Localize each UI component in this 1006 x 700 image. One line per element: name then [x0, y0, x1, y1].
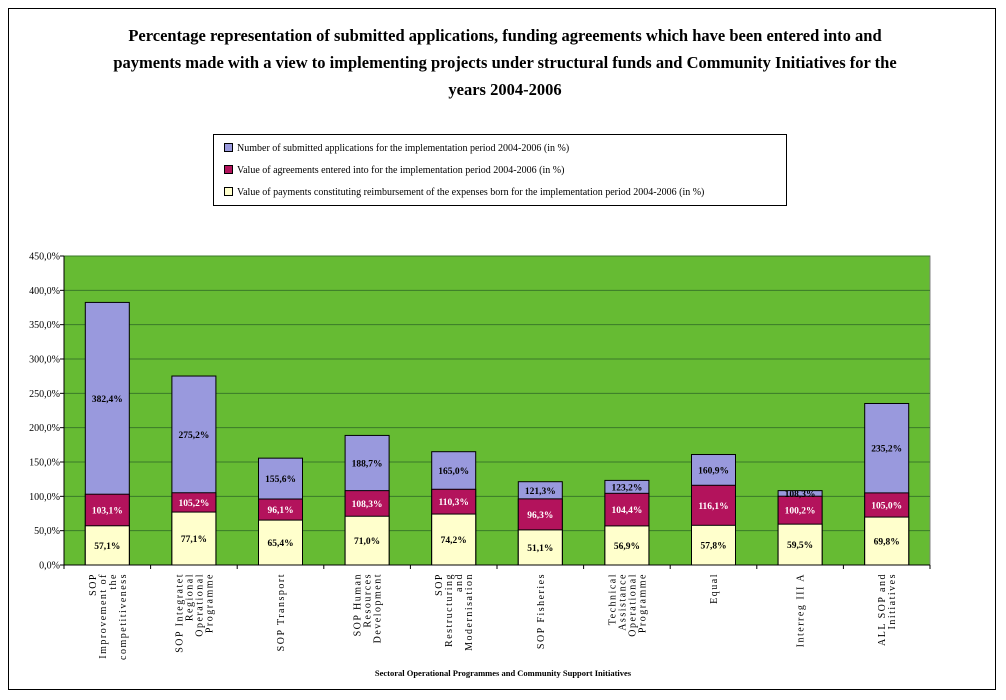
x-tick-label: Programme — [204, 573, 215, 633]
x-tick-label: Technical — [607, 573, 618, 625]
data-label-applications: 108,3% — [785, 490, 816, 500]
bar-payments — [691, 524, 736, 566]
y-tick-label: 150,0% — [29, 458, 60, 469]
data-label-agreements: 108,3% — [352, 500, 383, 510]
y-tick-label: 50,0% — [34, 526, 60, 537]
x-tick-label: Initiatives — [887, 573, 898, 630]
x-tick-label: SOP Transport — [276, 573, 287, 651]
x-tick-label: Resources — [363, 573, 374, 628]
data-label-agreements: 96,3% — [527, 511, 553, 521]
bar-payments — [777, 523, 823, 566]
x-tick-label: Restructuring — [444, 573, 455, 647]
data-label-applications: 123,2% — [611, 483, 642, 493]
bar-payments — [517, 529, 563, 566]
x-tick-label: SOP — [434, 573, 445, 596]
data-label-applications: 382,4% — [92, 395, 123, 405]
data-label-applications: 121,3% — [525, 487, 556, 497]
data-label-payments: 71,0% — [354, 537, 380, 547]
data-label-agreements: 105,2% — [178, 499, 209, 509]
y-tick-label: 450,0% — [29, 252, 60, 263]
y-tick-label: 350,0% — [29, 320, 60, 331]
legend-swatch-payments — [224, 187, 233, 197]
y-tick-label: 200,0% — [29, 423, 60, 434]
data-label-payments: 59,5% — [787, 541, 813, 551]
legend-entry-agreements: Value of agreements entered into for the… — [224, 164, 564, 178]
legend-swatch-applications — [224, 143, 233, 153]
x-tick-label: SOP — [88, 573, 99, 596]
data-label-payments: 57,8% — [700, 542, 726, 552]
x-tick-label: SOP Fisheries — [536, 573, 547, 649]
legend-entry-applications: Number of submitted applications for the… — [224, 142, 569, 156]
chart-legend: Number of submitted applications for the… — [213, 134, 787, 206]
data-label-agreements: 104,4% — [611, 506, 642, 516]
data-label-payments: 51,1% — [527, 544, 553, 554]
x-tick-label: and — [454, 573, 465, 592]
legend-label-agreements: Value of agreements entered into for the… — [237, 165, 565, 176]
chart-title: Percentage representation of submitted a… — [100, 22, 910, 103]
data-label-payments: 56,9% — [614, 542, 640, 552]
x-tick-label: Operational — [194, 573, 205, 637]
data-label-applications: 160,9% — [698, 466, 729, 476]
legend-swatch-agreements — [224, 165, 233, 175]
bar-payments — [258, 519, 303, 566]
x-tick-label: Improvement of — [98, 573, 109, 659]
legend-label-payments: Value of payments constituting reimburse… — [237, 187, 705, 198]
x-tick-label: SOP Integratet — [174, 573, 185, 653]
data-label-applications: 235,2% — [871, 445, 902, 455]
x-tick-label: Regional — [184, 573, 195, 621]
y-tick-label: 0,0% — [39, 561, 60, 572]
data-label-payments: 69,8% — [874, 538, 900, 548]
bar-payments — [431, 513, 477, 566]
data-label-applications: 155,6% — [265, 475, 296, 485]
data-label-agreements: 110,3% — [439, 498, 469, 508]
data-label-agreements: 105,0% — [871, 501, 902, 511]
data-label-payments: 57,1% — [94, 542, 120, 552]
data-label-payments: 65,4% — [267, 539, 293, 549]
bar-payments — [344, 515, 390, 566]
x-tick-label: Operational — [627, 573, 638, 637]
y-tick-label: 100,0% — [29, 492, 60, 503]
x-axis-title: Sectoral Operational Programmes and Comm… — [374, 668, 632, 678]
data-label-agreements: 116,1% — [698, 502, 728, 512]
x-tick-label: Assistance — [617, 573, 628, 631]
data-label-payments: 74,2% — [441, 536, 467, 546]
data-label-agreements: 96,1% — [267, 506, 293, 516]
y-tick-label: 300,0% — [29, 355, 60, 366]
data-label-agreements: 100,2% — [785, 507, 816, 517]
chart-title-line-3: years 2004-2006 — [448, 80, 562, 99]
y-tick-label: 400,0% — [29, 286, 60, 297]
x-tick-label: competitiveness — [118, 573, 129, 660]
legend-label-applications: Number of submitted applications for the… — [237, 143, 570, 154]
legend-entry-payments: Value of payments constituting reimburse… — [224, 186, 704, 200]
bar-payments — [84, 525, 130, 566]
data-label-applications: 188,7% — [352, 460, 383, 470]
bar-payments — [864, 516, 910, 566]
chart-frame — [8, 8, 996, 690]
chart-title-line-2: payments made with a view to implementin… — [113, 53, 897, 72]
chart-title-line-1: Percentage representation of submitted a… — [128, 26, 882, 45]
data-label-agreements: 103,1% — [92, 506, 123, 516]
x-tick-label: Programme — [637, 573, 648, 633]
x-tick-label: Development — [373, 573, 384, 643]
bar-payments — [171, 511, 217, 566]
x-tick-label: Interreg III A — [796, 573, 807, 647]
x-tick-label: the — [108, 573, 119, 590]
y-tick-label: 250,0% — [29, 389, 60, 400]
x-tick-label: ALL SOP and — [877, 573, 888, 646]
x-tick-label: Modernisation — [464, 573, 475, 651]
data-label-applications: 165,0% — [438, 467, 469, 477]
bar-payments — [604, 525, 650, 566]
x-tick-label: Equal — [709, 573, 720, 604]
x-tick-label: SOP Human — [353, 573, 364, 636]
data-label-payments: 77,1% — [181, 535, 207, 545]
data-label-applications: 275,2% — [178, 431, 209, 441]
